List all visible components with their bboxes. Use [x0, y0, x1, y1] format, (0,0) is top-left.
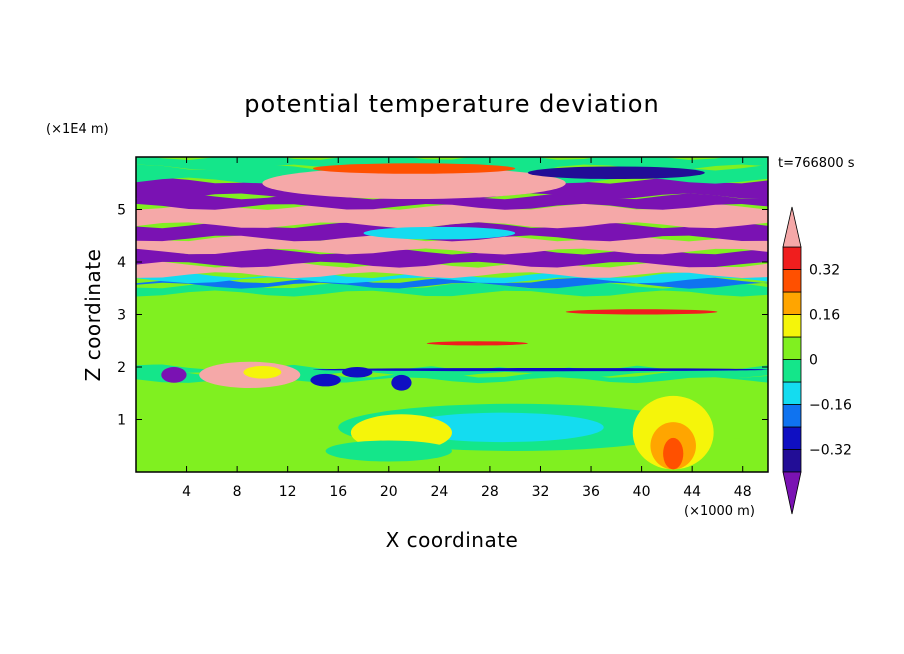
contour-feature — [325, 440, 452, 462]
y-tick-label: 1 — [117, 413, 126, 429]
colorbar-swatch — [782, 359, 802, 383]
x-tick-label: 24 — [430, 484, 448, 500]
x-tick-label: 40 — [633, 484, 651, 500]
contour-feature — [312, 163, 516, 174]
colorbar-swatch — [782, 291, 802, 315]
x-tick-label: 32 — [532, 484, 550, 500]
colorbar-swatch — [782, 336, 802, 360]
contour-feature — [161, 367, 187, 383]
x-tick-label: 20 — [380, 484, 398, 500]
y-axis: 1 2 3 4 5 — [117, 203, 768, 429]
colorbar-min-arrow — [782, 471, 802, 515]
contour-band — [136, 248, 768, 268]
contour-band — [136, 290, 768, 339]
colorbar-swatch — [782, 381, 802, 405]
contour-feature — [310, 373, 341, 387]
contour-feature — [391, 374, 412, 391]
colorbar-label: −0.32 — [809, 443, 852, 459]
contour-feature — [527, 166, 705, 180]
contour-features — [161, 163, 768, 470]
x-axis: 4 8 12 16 20 24 28 32 36 40 44 48 — [182, 157, 752, 500]
y-tick-label: 5 — [117, 203, 126, 219]
contour-band — [136, 261, 768, 279]
colorbar-label: 0.16 — [809, 308, 840, 324]
contour-feature — [262, 167, 566, 199]
contour-feature — [312, 368, 768, 372]
colorbar-label: 0 — [809, 353, 818, 369]
contour-band — [136, 277, 768, 289]
x-tick-label: 8 — [233, 484, 242, 500]
y-axis-label: Z coordinate — [81, 249, 105, 382]
contour-band — [136, 282, 768, 297]
plot-area — [136, 157, 768, 472]
colorbar-swatch — [782, 269, 802, 293]
contour-feature — [363, 226, 516, 240]
x-axis-label: X coordinate — [386, 528, 519, 552]
y-tick-label: 3 — [117, 308, 126, 324]
x-tick-label: 44 — [683, 484, 701, 500]
colorbar-legend: 0.32 0.16 0 −0.16 −0.32 — [782, 206, 852, 515]
x-tick-label: 4 — [182, 484, 191, 500]
y-unit-label: (×1E4 m) — [46, 122, 109, 137]
x-tick-label: 48 — [734, 484, 752, 500]
x-tick-label: 16 — [329, 484, 347, 500]
chart-title: potential temperature deviation — [244, 90, 659, 118]
y-tick-label: 2 — [117, 360, 126, 376]
colorbar-label: −0.16 — [809, 398, 852, 414]
colorbar-label: 0.32 — [809, 263, 840, 279]
colorbar-swatch — [782, 314, 802, 338]
contour-feature — [401, 412, 604, 443]
contour-feature — [243, 365, 282, 379]
colorbar-max-arrow — [782, 206, 802, 248]
contour-band — [136, 332, 768, 370]
contour-feature — [426, 341, 528, 346]
colorbar-swatch — [782, 426, 802, 450]
time-label: t=766800 s — [778, 156, 855, 171]
contour-band — [136, 203, 768, 229]
contour-feature — [663, 437, 684, 470]
y-tick-label: 4 — [117, 255, 126, 271]
colorbar-swatch — [782, 404, 802, 428]
contour-feature — [342, 367, 373, 378]
x-tick-label: 28 — [481, 484, 499, 500]
x-tick-label: 36 — [582, 484, 600, 500]
contour-feature — [565, 309, 718, 315]
colorbar-swatch — [782, 246, 802, 270]
x-tick-label: 12 — [279, 484, 297, 500]
colorbar-swatch — [782, 449, 802, 473]
x-unit-label: (×1000 m) — [684, 504, 755, 519]
